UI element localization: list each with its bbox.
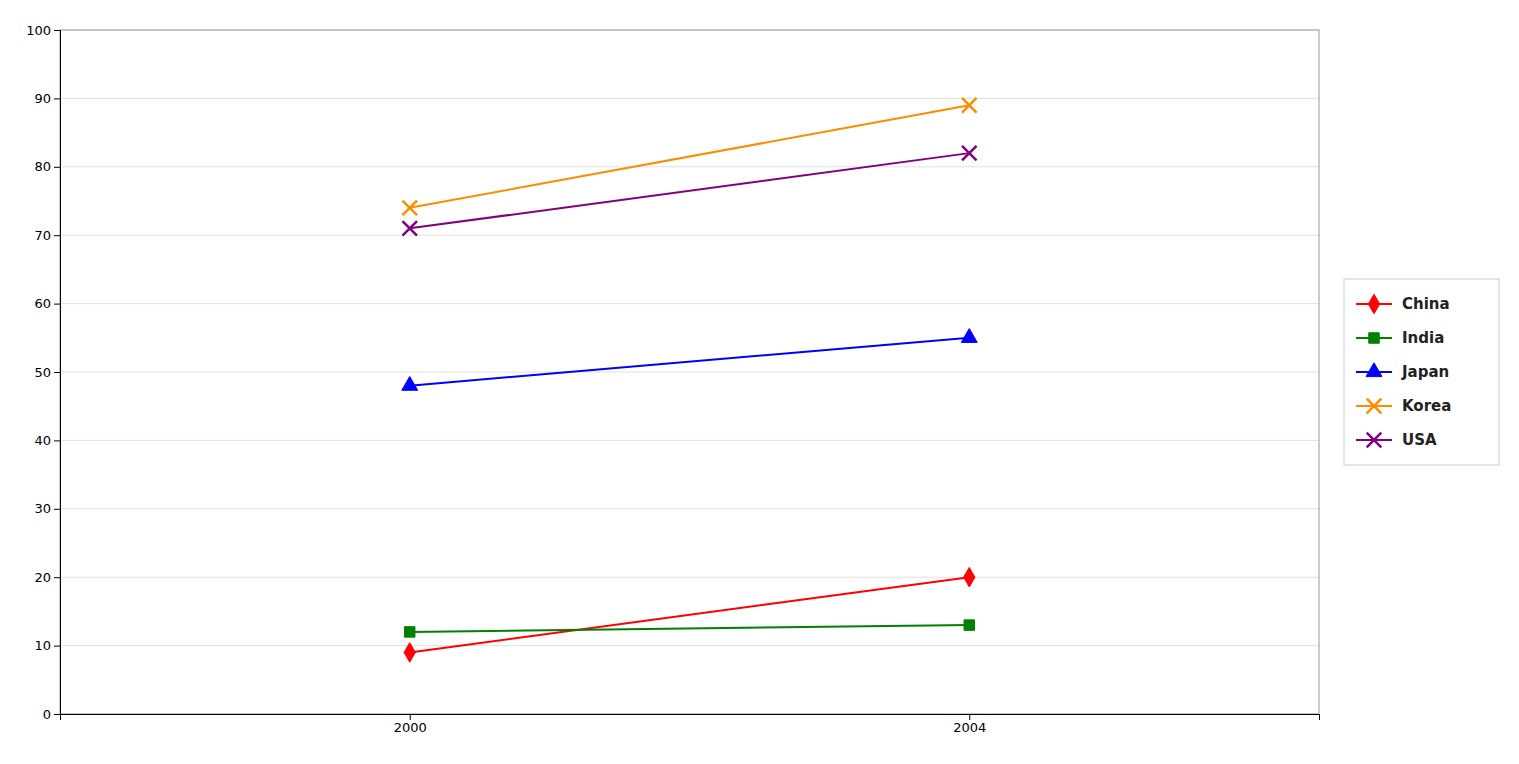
legend-symbol [1368, 294, 1379, 314]
grid-line [60, 372, 1319, 373]
legend-symbol [1367, 433, 1382, 448]
series-line [410, 338, 970, 386]
point [961, 329, 977, 343]
legend-item: USA [1356, 431, 1437, 449]
legend-symbol [1367, 399, 1382, 414]
y-axis: 0 10 20 30 40 50 60 70 80 90 100 [26, 23, 60, 722]
axis-line [54, 31, 61, 715]
grid-line [60, 645, 1319, 646]
tick: 0 [43, 707, 60, 722]
tick: 70 [34, 228, 60, 243]
tick-mark [54, 577, 60, 578]
legend-item: India [1356, 329, 1444, 347]
tick-mark [969, 714, 970, 720]
legend-label: India [1402, 329, 1444, 347]
legend-item: China [1356, 294, 1450, 314]
tick: 90 [34, 91, 60, 106]
tick-label: 50 [34, 365, 51, 380]
tick-label: 80 [34, 159, 51, 174]
point [964, 567, 975, 587]
tick-label: 30 [34, 501, 51, 516]
grid-line [60, 303, 1319, 304]
marks [402, 98, 977, 662]
tick-label: 60 [34, 296, 51, 311]
series [402, 98, 976, 215]
tick-mark [54, 167, 60, 168]
series [402, 329, 977, 391]
axis-line [61, 715, 1320, 721]
legend: China India Japan Korea USA [1344, 279, 1499, 465]
grid-line [60, 166, 1319, 167]
legend-item: Korea [1356, 397, 1451, 415]
point [964, 620, 974, 630]
tick-label: 10 [34, 638, 51, 653]
legend-label: USA [1402, 431, 1437, 449]
tick: 50 [34, 365, 60, 380]
tick-mark [54, 646, 60, 647]
legend-item: Japan [1356, 363, 1449, 381]
legend-label: Japan [1401, 363, 1449, 381]
tick-label: 70 [34, 228, 51, 243]
tick: 30 [34, 501, 60, 516]
tick-label: 40 [34, 433, 51, 448]
tick-label: 100 [26, 23, 51, 38]
tick-mark [54, 30, 60, 31]
series-line [410, 105, 970, 208]
point [402, 201, 417, 216]
series [404, 567, 975, 662]
point [404, 627, 414, 637]
tick-label: 20 [34, 570, 51, 585]
grid-line [60, 98, 1319, 99]
chart: 2000 2004 0 10 20 30 40 50 60 70 80 90 100 China India… [0, 0, 1519, 764]
point [962, 146, 977, 161]
tick: 100 [26, 23, 60, 38]
point [402, 376, 418, 390]
grid-line [60, 235, 1319, 236]
tick-mark [54, 714, 60, 715]
tick-mark [54, 372, 60, 373]
grid [60, 30, 1319, 714]
tick: 60 [34, 296, 60, 311]
tick-mark [54, 440, 60, 441]
series-line [410, 625, 970, 632]
tick: 80 [34, 159, 60, 174]
grid-line [60, 577, 1319, 578]
tick: 40 [34, 433, 60, 448]
legend-symbol [1366, 363, 1382, 377]
tick: 20 [34, 570, 60, 585]
tick-label: 2000 [394, 720, 427, 735]
x-axis: 2000 2004 [61, 714, 1320, 735]
tick: 2000 [394, 714, 427, 735]
legend-symbol [1369, 333, 1379, 343]
series-line [410, 577, 970, 652]
legend-label: Korea [1402, 397, 1451, 415]
series [402, 146, 976, 236]
point [404, 643, 415, 663]
tick-label: 90 [34, 91, 51, 106]
legend-label: China [1402, 295, 1450, 313]
tick: 10 [34, 638, 60, 653]
tick-mark [54, 98, 60, 99]
tick: 2004 [953, 714, 986, 735]
tick-mark [54, 509, 60, 510]
tick-mark [410, 714, 411, 720]
tick-label: 2004 [953, 720, 986, 735]
plot-frame [60, 30, 1319, 714]
point [402, 221, 417, 236]
series-line [410, 153, 970, 228]
tick-label: 0 [43, 707, 51, 722]
tick-mark [54, 235, 60, 236]
legend-box [1344, 279, 1499, 465]
point [962, 98, 977, 113]
plot: 2000 2004 0 10 20 30 40 50 60 70 80 90 100 [26, 23, 1319, 736]
series [404, 620, 974, 637]
tick-mark [54, 304, 60, 305]
grid-line [60, 440, 1319, 441]
grid-line [60, 508, 1319, 509]
